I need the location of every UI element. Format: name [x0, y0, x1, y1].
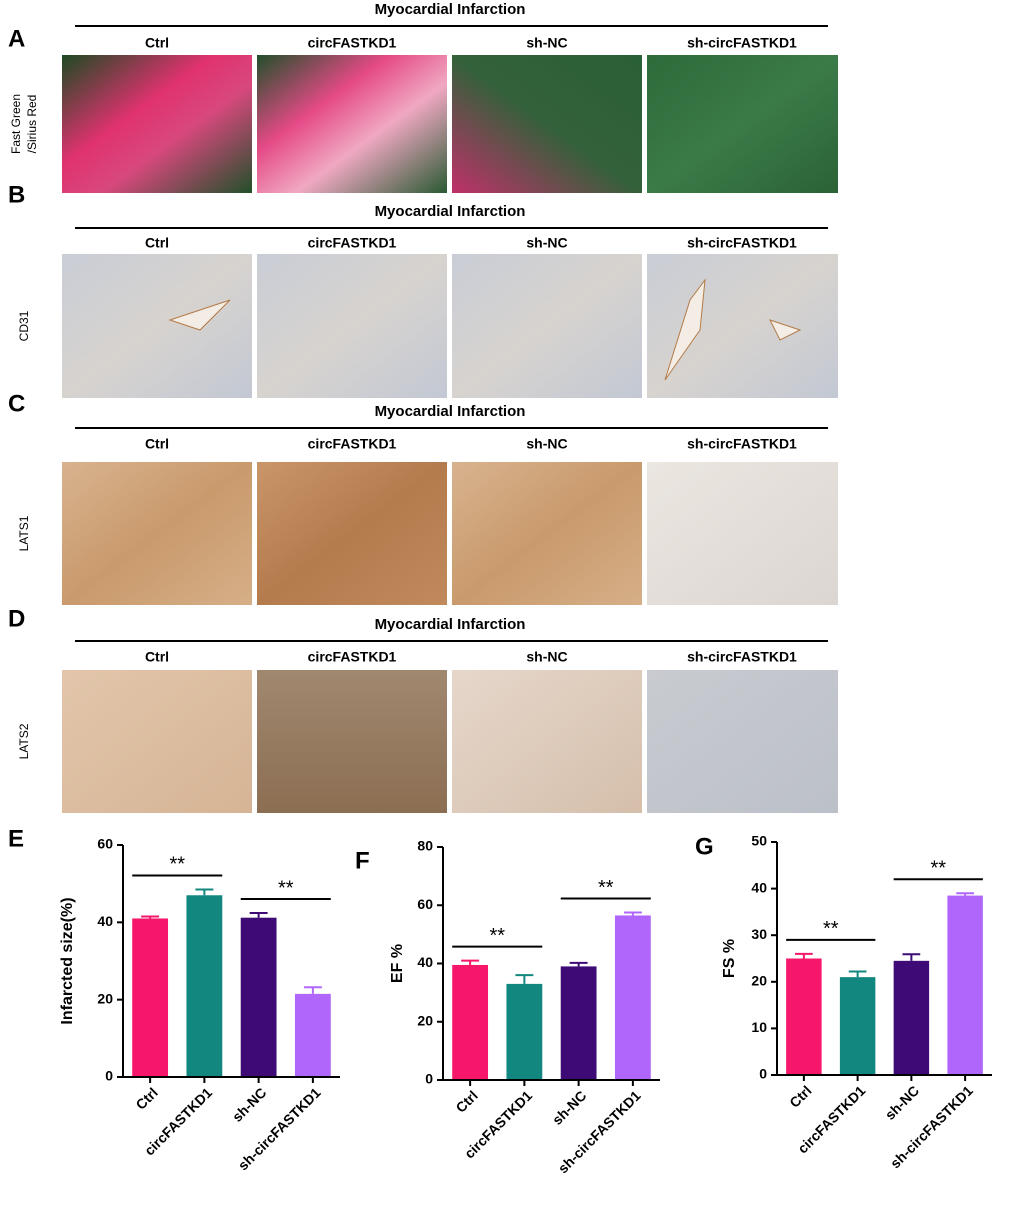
x-tick-label: Ctrl — [786, 1082, 814, 1110]
group-label: circFASTKD1 — [308, 436, 397, 452]
stain-label: LATS1 — [17, 515, 31, 551]
y-tick-label: 60 — [417, 896, 433, 912]
x-tick-label: sh-NC — [549, 1087, 589, 1127]
micrograph — [62, 670, 252, 813]
panel-header: Myocardial Infarction — [375, 203, 526, 220]
group-label: sh-NC — [526, 35, 567, 51]
group-label: sh-NC — [526, 649, 567, 665]
bar — [893, 960, 930, 1075]
y-axis-label: FS % — [721, 939, 738, 978]
panel-letter: B — [8, 181, 25, 208]
panel-letter: C — [8, 390, 25, 417]
significance-label: ** — [489, 925, 505, 947]
micrograph — [647, 462, 838, 605]
y-tick-label: 20 — [751, 973, 767, 989]
group-label: Ctrl — [145, 649, 169, 665]
group-label: Ctrl — [145, 235, 169, 251]
group-label: circFASTKD1 — [308, 35, 397, 51]
bar — [786, 958, 822, 1075]
bar — [947, 895, 983, 1075]
group-label: sh-circFASTKD1 — [687, 649, 797, 665]
x-tick-label: sh-NC — [882, 1082, 922, 1122]
micrograph — [257, 55, 447, 193]
micrographs — [62, 55, 838, 813]
panel-letter: F — [355, 847, 370, 874]
micrograph — [257, 670, 447, 813]
bar — [560, 966, 597, 1080]
bar — [240, 917, 277, 1077]
y-tick-label: 40 — [751, 879, 767, 895]
y-tick-label: 40 — [97, 913, 113, 929]
micrograph — [647, 55, 838, 193]
micrograph — [452, 55, 642, 193]
y-tick-label: 0 — [425, 1071, 433, 1087]
significance-label: ** — [598, 877, 614, 899]
micrograph — [62, 55, 252, 193]
group-label: sh-circFASTKD1 — [687, 35, 797, 51]
y-axis-label: EF % — [389, 944, 406, 983]
significance-label: ** — [278, 877, 294, 899]
group-label: sh-circFASTKD1 — [687, 436, 797, 452]
bar — [839, 977, 876, 1075]
group-label: sh-circFASTKD1 — [687, 235, 797, 251]
micrograph — [452, 254, 642, 398]
y-tick-label: 0 — [105, 1068, 113, 1084]
bar — [506, 983, 543, 1080]
micrograph — [257, 462, 447, 605]
bar — [614, 915, 651, 1080]
micrograph — [647, 254, 838, 398]
micrograph — [257, 254, 447, 398]
significance-label: ** — [823, 918, 839, 940]
y-tick-label: 20 — [97, 990, 113, 1006]
micrograph — [647, 670, 838, 813]
bar — [294, 993, 331, 1077]
panel-header: Myocardial Infarction — [375, 403, 526, 420]
panel-letter: G — [695, 833, 714, 860]
group-label: sh-NC — [526, 235, 567, 251]
micrograph — [62, 254, 252, 398]
group-label: circFASTKD1 — [308, 649, 397, 665]
group-label: circFASTKD1 — [308, 235, 397, 251]
vessel — [168, 299, 231, 331]
x-tick-label: Ctrl — [132, 1084, 160, 1112]
stain-label: CD31 — [17, 310, 31, 341]
bar — [186, 895, 223, 1077]
micrograph — [452, 670, 642, 813]
bar — [132, 918, 169, 1077]
y-tick-label: 20 — [417, 1012, 433, 1028]
y-tick-label: 30 — [751, 926, 767, 942]
group-label: sh-NC — [526, 436, 567, 452]
panel-letter: E — [8, 825, 24, 852]
vessel — [664, 278, 802, 381]
group-label: Ctrl — [145, 35, 169, 51]
x-tick-label: Ctrl — [452, 1087, 480, 1115]
group-label: Ctrl — [145, 436, 169, 452]
significance-label: ** — [930, 858, 946, 880]
stain-label: LATS2 — [17, 723, 31, 759]
panel-letter: A — [8, 25, 25, 52]
micrograph — [452, 462, 642, 605]
stain-label: /Sirius Red — [25, 95, 39, 154]
y-tick-label: 10 — [751, 1019, 767, 1035]
y-tick-label: 0 — [759, 1066, 767, 1082]
significance-label: ** — [169, 854, 185, 876]
micrograph — [62, 462, 252, 605]
x-tick-label: sh-NC — [229, 1084, 269, 1124]
stain-label: Fast Green — [9, 94, 23, 154]
panel-letter: D — [8, 605, 25, 632]
y-tick-label: 80 — [417, 838, 433, 854]
y-tick-label: 50 — [751, 833, 767, 849]
panel-header: Myocardial Infarction — [375, 1, 526, 18]
y-tick-label: 40 — [417, 954, 433, 970]
panel-header: Myocardial Infarction — [375, 616, 526, 633]
y-tick-label: 60 — [97, 836, 113, 852]
y-axis-label: Infarcted size(%) — [59, 897, 76, 1024]
bar — [452, 964, 489, 1080]
